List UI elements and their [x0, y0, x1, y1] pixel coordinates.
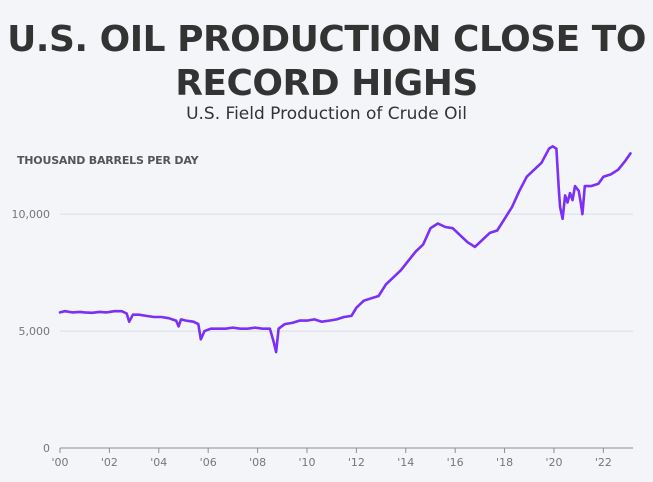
x-tick-label: '12: [348, 456, 365, 469]
x-tick-label: '04: [150, 456, 167, 469]
y-axis-ticks: 0 5,000 10,000: [12, 208, 51, 455]
x-tick-label: '00: [51, 456, 68, 469]
x-tick-label: '14: [397, 456, 414, 469]
x-axis-ticks: '00 '02 '04 '06 '08 '10 '12 '14 '16 '18 '20 '22: [51, 448, 612, 469]
chart-subtitle: U.S. Field Production of Crude Oil: [186, 104, 467, 124]
y-tick-label: 0: [43, 442, 50, 455]
y-tick-label: 10,000: [12, 208, 51, 221]
y-tick-label: 5,000: [19, 325, 51, 338]
x-tick-label: '22: [595, 456, 612, 469]
x-tick-label: '08: [249, 456, 266, 469]
series-layer: [58, 145, 632, 354]
y-axis-label: THOUSAND BARRELS PER DAY: [17, 154, 199, 167]
x-tick-label: '10: [298, 456, 315, 469]
x-tick-label: '18: [496, 456, 513, 469]
x-tick-label: '20: [545, 456, 562, 469]
x-tick-label: '06: [200, 456, 217, 469]
series-line: [58, 145, 632, 354]
x-tick-label: '16: [447, 456, 464, 469]
grid-lines: [60, 213, 633, 332]
x-tick-label: '02: [101, 456, 118, 469]
chart-title: U.S. OIL PRODUCTION CLOSE TO RECORD HIGH…: [7, 19, 646, 104]
